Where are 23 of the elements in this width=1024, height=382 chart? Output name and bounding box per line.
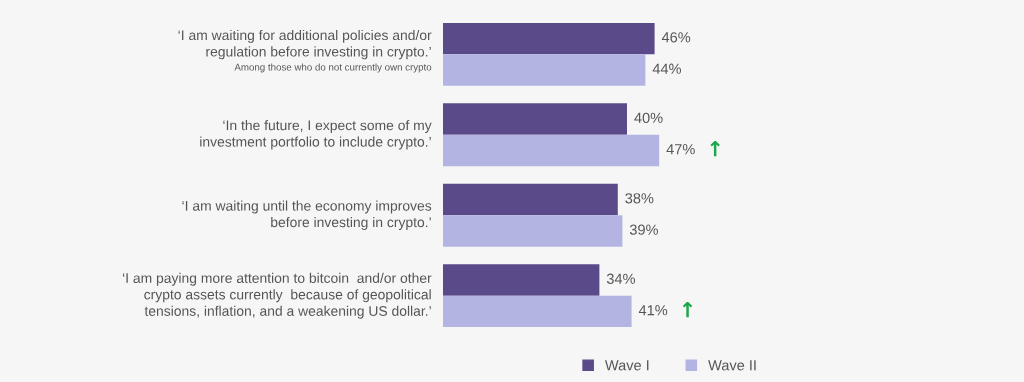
text: Among those who do not currently own crypto (234, 63, 432, 73)
data-label: 39% (629, 224, 659, 235)
y-tick-label: ‘I am waiting until the economy improves before investing in crypto.’ (182, 200, 432, 230)
y-tick-label: ‘In the future, I expect some of my investment portfolio to include crypto.’ (200, 120, 432, 150)
bar (443, 183, 618, 216)
data-label: 46% (661, 32, 691, 43)
bar (443, 264, 600, 296)
bar (443, 215, 623, 247)
bar (443, 103, 627, 135)
data-label: 38% (625, 193, 654, 204)
bar (443, 22, 655, 55)
y-tick-label: ‘I am waiting for additional policies and/or regulation before investing in crypto.’ (178, 29, 432, 60)
text: 47% ↑ (666, 140, 720, 157)
data-label: 40% (634, 112, 663, 123)
bar (443, 134, 660, 167)
legend-label: Wave I (604, 360, 649, 371)
data-label: 34% (606, 273, 636, 284)
legend-label: Wave II (708, 360, 756, 371)
bar (443, 295, 632, 328)
y-tick-label: ‘I am paying more attention to bitcoin and/or other crypto assets currently because of geopolitical tensions, inflation, and a weakening US dollar.’ (122, 272, 432, 319)
bar (443, 54, 646, 86)
data-label: 44% (652, 63, 681, 74)
text: 41% ↑ (638, 301, 693, 318)
